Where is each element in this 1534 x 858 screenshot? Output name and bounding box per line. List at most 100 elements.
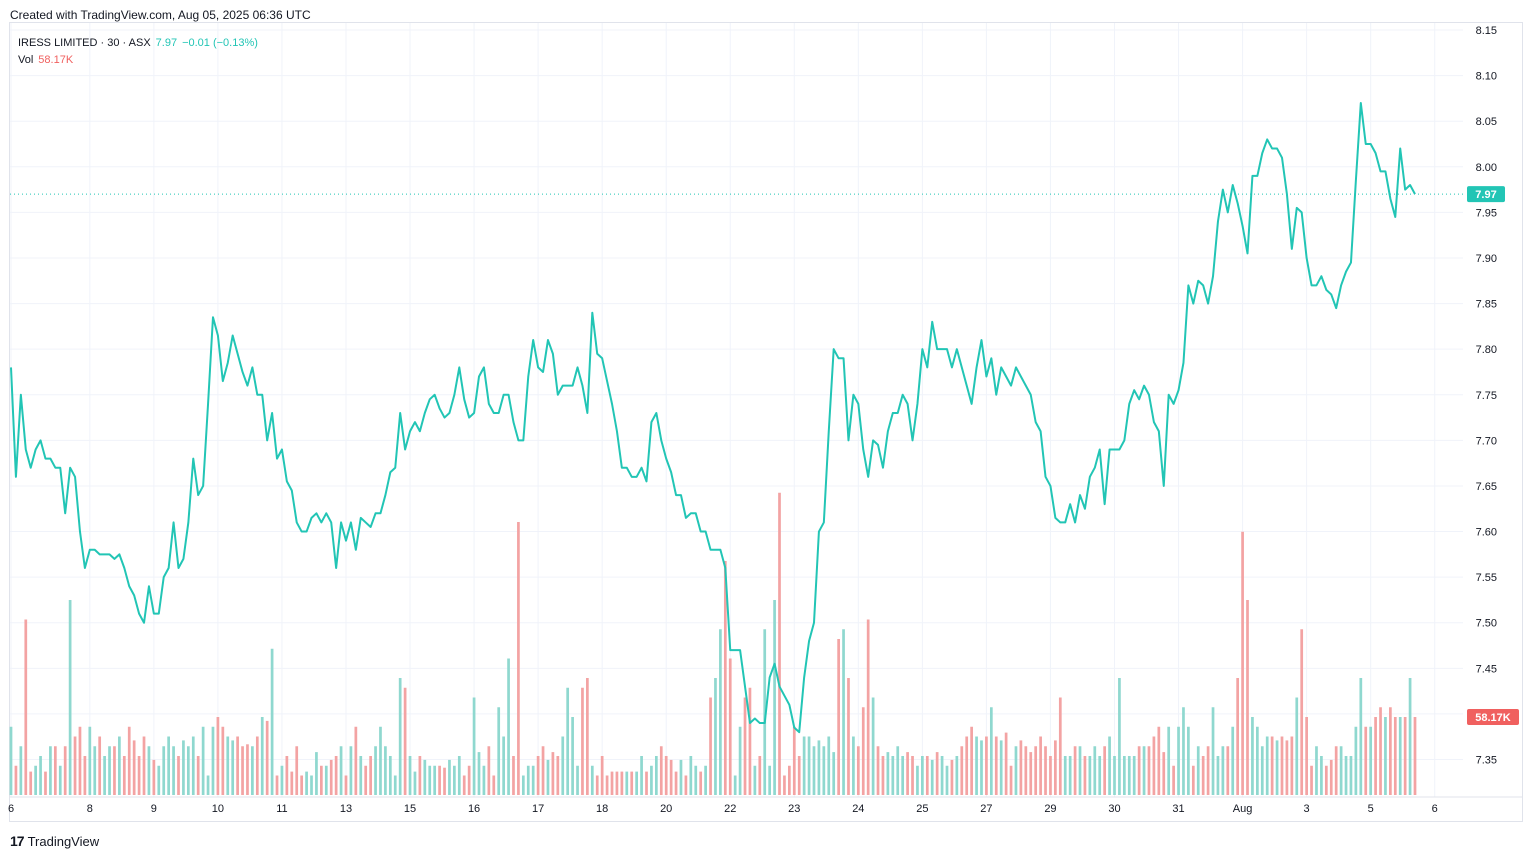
volume-bar [635,771,638,795]
volume-bar [63,746,67,795]
volume-bar [1364,726,1368,795]
last-price-badge-bg [1467,186,1505,203]
volume-bar [413,771,417,795]
volume-bar [906,752,909,795]
volume-bar [1393,717,1397,795]
volume-bar [492,775,496,795]
volume-bar [930,759,934,795]
volume-bar [1280,736,1284,795]
volume-bar [1329,759,1333,795]
volume-bar [260,717,264,795]
volume-bar [571,717,574,795]
volume-bar [1039,736,1042,795]
volume-bar [989,707,993,795]
volume-bar [369,756,372,795]
volume-bar [1196,746,1200,795]
volume-bar [1211,707,1215,795]
volume-bar [1315,746,1318,795]
volume-bar [226,736,230,795]
volume-bar [344,775,348,795]
volume-bar [1167,726,1171,795]
volume-bar [408,756,412,795]
volume-bar [999,740,1003,795]
volume-bar [1078,746,1082,795]
volume-bar [1063,756,1067,795]
volume-bar [275,775,279,795]
volume-bar [315,752,318,795]
volume-bar [512,756,515,795]
volume-bar [861,707,865,795]
volume-bar [1177,726,1180,795]
volume-bar [679,759,683,795]
volume-bar [477,752,481,795]
volume-bar [186,746,190,795]
time-tick-label: 20 [660,803,672,815]
volume-bar [1103,746,1106,795]
volume-bar [935,752,939,795]
volume-bar [916,765,919,795]
volume-bar [1073,746,1077,795]
legend-volume-value: 58.17K [38,54,74,66]
legend-volume-label: Vol [18,54,34,66]
volume-bar [58,765,62,795]
volume-bar [556,756,560,795]
volume-bar [1034,746,1038,795]
volume-bar [324,765,328,795]
volume-bar [1310,765,1313,795]
last-volume-badge: 58.17K [1467,709,1519,725]
volume-bar [1270,736,1274,795]
volume-bar [852,736,855,795]
volume-bar [901,756,905,795]
volume-bar [1389,707,1392,795]
volume-bar [1226,746,1230,795]
volume-bar [1408,678,1412,795]
volume-bar [1300,629,1304,795]
volume-bar [526,765,530,795]
volume-bar [221,726,225,795]
volume-bar [216,717,220,795]
time-tick-label: 8 [87,803,93,815]
volume-bar [625,771,629,795]
volume-bar [34,765,37,795]
volume-bar [98,736,102,795]
price-tick-label: 7.50 [1476,618,1497,630]
volume-bar [118,736,121,795]
volume-bar [206,775,210,795]
volume-bar [9,726,13,795]
chart-pane[interactable] [9,22,1523,822]
volume-bar [615,771,619,795]
volume-bar [1083,756,1087,795]
time-tick-label: 16 [468,803,480,815]
volume-bar [497,707,501,795]
volume-bar [709,697,712,795]
volume-bar [1162,752,1166,795]
price-tick-label: 8.05 [1476,116,1497,128]
tradingview-logo-icon: 17 [10,833,25,849]
price-tick-label: 7.75 [1476,390,1497,402]
volume-bar [29,771,33,795]
price-tick-label: 7.45 [1476,663,1497,675]
volume-bar [191,736,195,795]
volume-bar [733,775,737,795]
volume-bar [1384,717,1387,795]
volume-bar [521,775,525,795]
volume-bar [576,765,579,795]
volume-bar [610,771,614,795]
volume-bar [605,775,609,795]
price-tick-label: 8.00 [1476,162,1497,174]
volume-bar [714,678,717,795]
volume-bar [1398,717,1402,795]
time-tick-label: 24 [852,803,864,815]
tradingview-brand[interactable]: 17 TradingView [10,833,99,849]
price-tick-label: 7.95 [1476,207,1497,219]
time-tick-label: 23 [788,803,800,815]
volume-bar [783,775,786,795]
volume-bar [743,697,747,795]
volume-bar [797,756,801,795]
volume-bar [423,759,427,795]
volume-bar [137,756,141,795]
price-axis: 8.15 8.10 8.05 8.00 7.95 7.90 7.85 7.80 7.75 7.70… [1476,25,1497,767]
volume-bar [758,756,762,795]
volume-bar [1260,746,1264,795]
